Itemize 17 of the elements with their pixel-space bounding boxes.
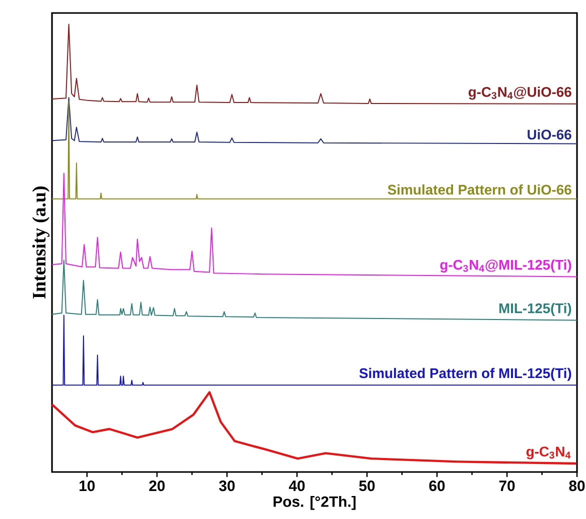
x-tick-label: 40 [288, 480, 305, 492]
series-label: g-C$_{3}$N$_{4}$ [526, 446, 571, 460]
series-label: g-C$_{3}$N$_{4}$@UiO-66 [468, 86, 572, 100]
series-label: UiO-66 [528, 129, 572, 140]
x-tick-label: 20 [149, 480, 165, 492]
x-tick-label: 60 [429, 480, 445, 492]
y-axis-title: Intensity (a.u) [32, 186, 50, 299]
x-tick-label: 10 [80, 480, 95, 492]
x-tick-label: 50 [359, 480, 375, 492]
series-label: MIL-125(Ti) [499, 302, 572, 316]
series-label: g-C$_{3}$N$_{4}$@MIL-125(Ti) [440, 259, 572, 273]
series-label: Simulated Pattern of UiO-66 [388, 184, 572, 195]
series-label: Simulated Pattern of MIL-125(Ti) [359, 368, 572, 381]
x-tick-label: 30 [219, 480, 235, 492]
x-axis-title: Pos. [°2Th.] [274, 496, 356, 510]
x-tick-label: 70 [499, 480, 515, 492]
x-tick-label: 80 [569, 480, 585, 492]
